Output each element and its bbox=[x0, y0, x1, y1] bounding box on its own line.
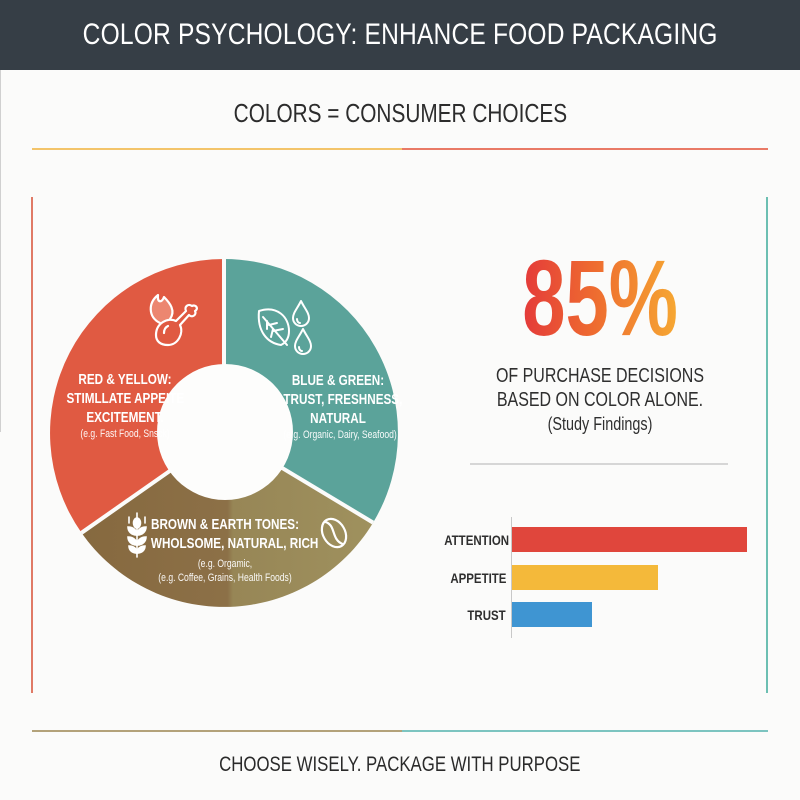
bar-label-appetite: APPETITE bbox=[430, 570, 506, 586]
bar-appetite bbox=[512, 565, 658, 590]
bar-label-trust: TRUST bbox=[430, 607, 506, 623]
leaf-water-drops-icon bbox=[257, 300, 312, 355]
segment-brown-earth-examples: (e.g. Orgamic, (e.g. Coffee, Grains, Hea… bbox=[130, 557, 320, 585]
subtitle-text: COLORS = CONSUMER CHOICES bbox=[233, 98, 567, 128]
red-heading-line-3: EXCITEMENT. bbox=[86, 409, 164, 426]
segment-blue-green-label: BLUE & GREEN: TRUST, FRESHNESS, NATURAL … bbox=[268, 371, 408, 442]
left-border-line bbox=[31, 197, 33, 693]
footer-tagline: CHOOSE WISELY. PACKAGE WITH PURPOSE bbox=[0, 753, 800, 777]
bar-row-trust: TRUST bbox=[430, 602, 760, 627]
brown-example-line-1: (e.g. Orgamic, bbox=[197, 558, 253, 570]
stat-value-text: 85% bbox=[522, 237, 678, 358]
bar-trust bbox=[512, 602, 592, 627]
subtitle: COLORS = CONSUMER CHOICES bbox=[0, 98, 800, 129]
page-title: COLOR PSYCHOLOGY: ENHANCE FOOD PACKAGING bbox=[82, 18, 718, 51]
bar-row-appetite: APPETITE bbox=[430, 565, 760, 590]
bar-label-trust-text: TRUST bbox=[467, 606, 506, 623]
brown-example-line-2: (e.g. Coffee, Grains, Health Foods) bbox=[158, 572, 292, 584]
segment-red-yellow-label: RED & YELLOW: STIMLLATE APPEITE EXCITEME… bbox=[50, 370, 200, 441]
stat-desc-line-2: BASED ON COLOR ALONE. bbox=[496, 389, 704, 411]
stat-description: OF PURCHASE DECISIONS BASED ON COLOR ALO… bbox=[440, 364, 760, 436]
flame-chicken-leg-icon bbox=[149, 293, 198, 347]
blue-example: (e.g. Organic, Dairy, Seafood) bbox=[283, 429, 397, 441]
blue-heading-line-1: BLUE & GREEN: bbox=[291, 372, 385, 389]
donut-hole bbox=[157, 364, 293, 500]
red-example: (e.g. Fast Food, Snsck) bbox=[80, 428, 170, 440]
panel-divider bbox=[0, 0, 1, 432]
top-rule-left bbox=[32, 148, 402, 150]
wheat-icon bbox=[127, 512, 147, 558]
stat-divider bbox=[470, 463, 728, 465]
brown-heading-line-1: BROWN & EARTH TONES: bbox=[150, 516, 299, 533]
coffee-bean-icon bbox=[320, 517, 348, 549]
stat-source: (Study Findings) bbox=[547, 414, 653, 434]
bar-label-attention: ATTENTION bbox=[430, 531, 510, 548]
bar-label-attention-text: ATTENTION bbox=[444, 531, 510, 548]
segment-brown-earth bbox=[81, 433, 374, 607]
bottom-rule-right bbox=[402, 730, 768, 732]
blue-heading-line-3: NATURAL bbox=[310, 410, 366, 427]
header-banner: COLOR PSYCHOLOGY: ENHANCE FOOD PACKAGING bbox=[0, 0, 800, 70]
segment-brown-earth-label: BROWN & EARTH TONES: WHOLSOME, NATURAL, … bbox=[130, 515, 320, 553]
red-heading-line-2: STIMLLATE APPEITE bbox=[66, 390, 185, 407]
footer-text: CHOOSE WISELY. PACKAGE WITH PURPOSE bbox=[219, 753, 581, 776]
brown-heading-line-2: WHOLSOME, NATURAL, RICH bbox=[150, 535, 319, 552]
bar-label-appetite-text: APPETITE bbox=[449, 569, 506, 586]
color-donut-chart bbox=[50, 259, 398, 607]
blue-heading-line-2: TRUST, FRESHNESS, bbox=[283, 391, 403, 408]
bottom-rule-left bbox=[32, 730, 402, 732]
bar-axis bbox=[511, 517, 512, 638]
bar-row-attention: ATTENTION bbox=[430, 527, 760, 552]
stat-desc-line-1: OF PURCHASE DECISIONS bbox=[495, 365, 705, 387]
stat-value: 85% bbox=[470, 243, 730, 353]
red-heading-line-1: RED & YELLOW: bbox=[78, 371, 172, 388]
top-rule-right bbox=[402, 148, 768, 150]
bar-attention bbox=[512, 527, 747, 552]
impact-bar-chart: ATTENTION APPETITE TRUST bbox=[430, 517, 760, 639]
right-border-line bbox=[766, 197, 768, 693]
